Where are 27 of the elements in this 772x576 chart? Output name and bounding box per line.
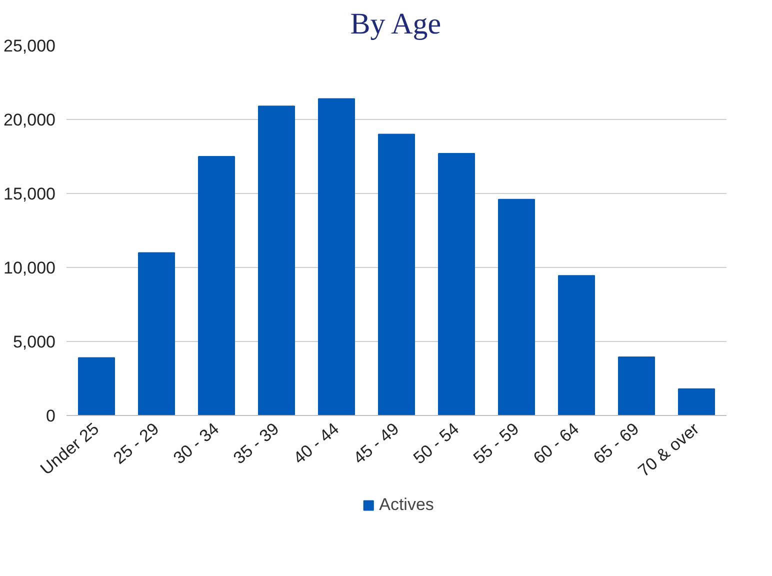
legend-label: Actives	[379, 495, 434, 515]
y-tick-label: 25,000	[4, 36, 56, 56]
x-tick-label: 55 - 59	[470, 419, 523, 468]
x-tick-label: 60 - 64	[530, 419, 583, 468]
x-tick-label: 50 - 54	[410, 419, 463, 468]
bar	[618, 356, 655, 416]
bar	[438, 153, 475, 416]
bar	[258, 106, 295, 416]
chart-title: By Age	[350, 8, 442, 40]
y-tick-label: 15,000	[4, 184, 56, 204]
bar	[78, 357, 115, 416]
y-tick-label: 0	[46, 406, 56, 426]
x-tick-label: 30 - 34	[170, 419, 223, 468]
x-tick-label: 35 - 39	[230, 419, 283, 468]
y-tick-label: 20,000	[4, 110, 56, 130]
x-tick-label: 45 - 49	[350, 419, 403, 468]
bar	[138, 252, 175, 416]
bar	[558, 275, 595, 416]
x-tick-label: 25 - 29	[110, 419, 163, 468]
bar	[678, 388, 715, 416]
bar	[198, 156, 235, 416]
y-tick-label: 5,000	[12, 332, 56, 352]
x-tick-label: 40 - 44	[290, 419, 343, 468]
bar	[378, 134, 415, 416]
y-tick-label: 10,000	[4, 258, 56, 278]
bar	[498, 198, 535, 416]
bar	[318, 98, 355, 416]
